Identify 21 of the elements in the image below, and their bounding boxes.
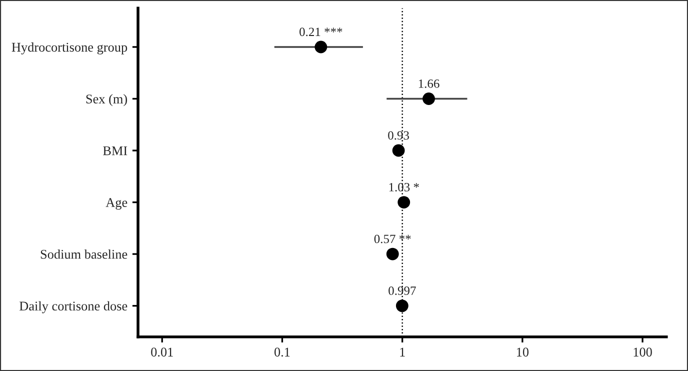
point: [396, 300, 408, 312]
x-tick-label: 10: [516, 348, 529, 357]
y-tick-label: Hydrocortisone group: [12, 42, 128, 54]
y-tick-label: Daily cortisone dose: [20, 301, 128, 314]
point: [392, 144, 405, 157]
x-tick-label: 1: [400, 348, 405, 356]
y-tick-label: Age: [106, 198, 128, 210]
point: [398, 196, 410, 208]
data-label: 0.997: [388, 286, 416, 295]
x-tick-label: 0.1: [274, 348, 290, 357]
y-tick-label: BMI: [103, 146, 128, 156]
data-label: 1.03 *: [389, 182, 419, 192]
x-tick-label: 0.01: [151, 348, 173, 357]
data-label: 0.21 ***: [300, 28, 342, 36]
data-label: 0.93: [388, 131, 409, 140]
point: [386, 248, 399, 260]
y-tick-label: Sex (m): [86, 94, 128, 106]
x-tick-label: 100: [634, 348, 652, 357]
data-label: 1.66: [418, 79, 440, 88]
y-tick-label: Sodium baseline: [40, 249, 128, 259]
annotation: 0.57 **: [374, 234, 411, 244]
